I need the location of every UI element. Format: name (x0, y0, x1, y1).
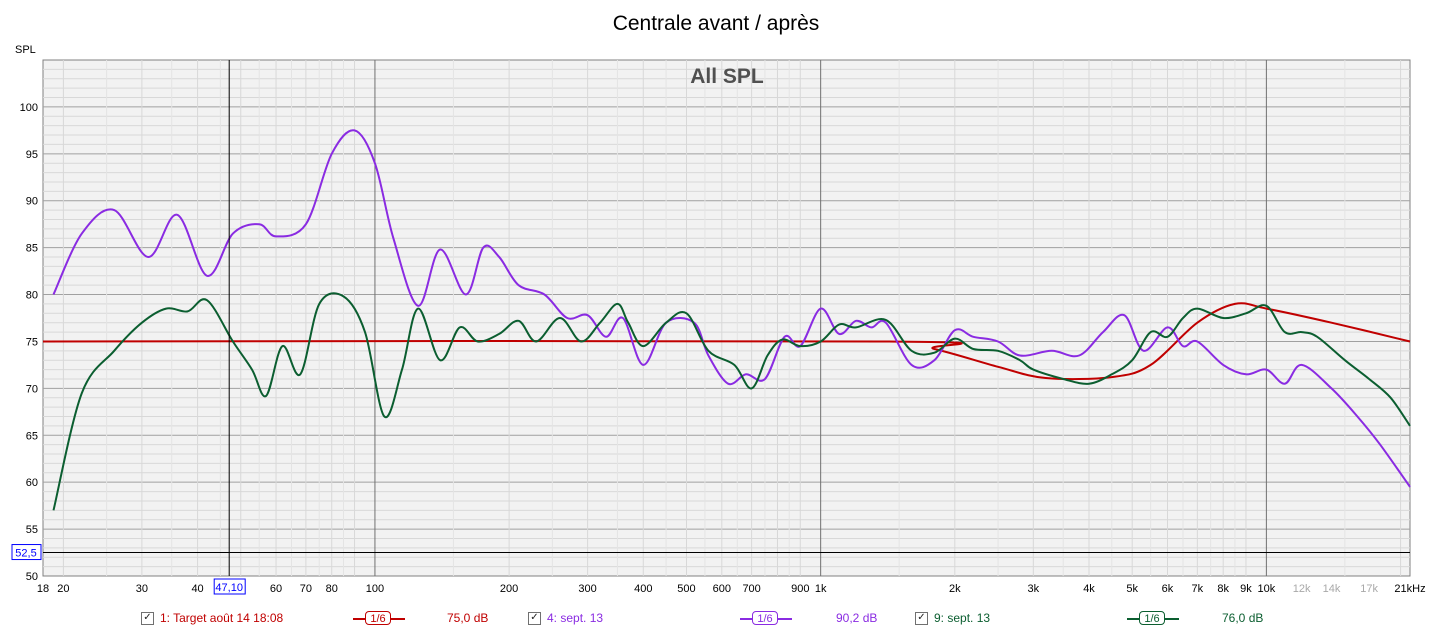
cursor-crosshair[interactable]: 47,10 52,5 (11, 60, 1410, 595)
y-tick-label: 70 (26, 383, 38, 395)
legend-level-1: 75,0 dB (447, 611, 489, 625)
x-tick-label: 700 (742, 583, 760, 595)
legend: ✓ 1: Target août 14 18:08 1/6 75,0 dB ✓ … (0, 608, 1433, 628)
x-tick-label: 9k (1240, 583, 1252, 595)
x-tick-label: 900 (791, 583, 809, 595)
series-line-2 (52, 129, 1411, 488)
smoothing-indicator-2[interactable]: 1/6 (740, 610, 792, 626)
chart-subtitle: All SPL (690, 65, 764, 88)
x-tick-label: 80 (326, 583, 338, 595)
x-tick-label: 400 (634, 583, 652, 595)
x-tick-label: 300 (578, 583, 596, 595)
x-tick-label: 5k (1126, 583, 1138, 595)
x-tick-label: 200 (500, 583, 518, 595)
y-tick-label: 100 (20, 102, 38, 114)
x-tick-label: 6k (1162, 583, 1174, 595)
cursor-y-readout-box (11, 544, 42, 561)
x-tick-label: 7k (1192, 583, 1204, 595)
smoothing-indicator-3[interactable]: 1/6 (1127, 610, 1179, 626)
cursor-x-readout-box (213, 578, 246, 595)
series-line-1 (42, 302, 1411, 381)
x-tick-label: 60 (270, 583, 282, 595)
y-axis-label: SPL (15, 44, 36, 56)
y-tick-label: 80 (26, 290, 38, 302)
y-tick-label: 95 (26, 149, 38, 161)
x-tick-label: 10k (1258, 583, 1276, 595)
legend-checkbox-3[interactable]: ✓ (915, 611, 928, 625)
legend-item-1[interactable]: ✓ 1: Target août 14 18:08 (141, 608, 283, 628)
series-layer (42, 129, 1411, 511)
x-tick-label: 17k (1360, 583, 1378, 595)
legend-level-3: 76,0 dB (1222, 611, 1264, 625)
y-tick-label: 75 (26, 336, 38, 348)
legend-item-3[interactable]: ✓ 9: sept. 13 (915, 608, 990, 628)
x-tick-label: 4k (1083, 583, 1095, 595)
legend-label-3: 9: sept. 13 (934, 611, 991, 625)
legend-item-2[interactable]: ✓ 4: sept. 13 (528, 608, 603, 628)
y-tick-labels: 50 55 60 65 70 75 80 85 90 95 100 (20, 102, 38, 583)
legend-checkbox-1[interactable]: ✓ (141, 611, 154, 625)
x-tick-labels: 18 20 30 40 60 70 80 100 200 300 400 500 600 700 900 1k… (37, 583, 1426, 595)
x-tick-label: 12k (1293, 583, 1311, 595)
x-tick-label: 21kHz (1394, 583, 1425, 595)
x-tick-label: 18 (37, 583, 49, 595)
x-tick-label: 70 (300, 583, 312, 595)
x-tick-label: 1k (815, 583, 827, 595)
x-tick-label: 8k (1217, 583, 1229, 595)
smoothing-value-3[interactable]: 1/6 (1139, 611, 1165, 625)
smoothing-indicator-1[interactable]: 1/6 (353, 610, 405, 626)
x-tick-label: 500 (677, 583, 695, 595)
legend-label-1: 1: Target août 14 18:08 (160, 611, 284, 625)
legend-level-2: 90,2 dB (836, 611, 878, 625)
smoothing-value-2[interactable]: 1/6 (752, 611, 778, 625)
legend-label-2: 4: sept. 13 (547, 611, 604, 625)
y-tick-label: 55 (26, 524, 38, 536)
x-tick-label: 14k (1323, 583, 1341, 595)
y-tick-label: 85 (26, 243, 38, 255)
x-tick-label: 3k (1028, 583, 1040, 595)
y-tick-label: 90 (26, 196, 38, 208)
legend-checkbox-2[interactable]: ✓ (528, 611, 541, 625)
x-tick-label: 2k (949, 583, 961, 595)
x-tick-label: 600 (713, 583, 731, 595)
x-tick-label: 100 (366, 583, 384, 595)
cursor-x-readout: 47,10 (215, 582, 243, 594)
cursor-y-readout: 52,5 (15, 548, 36, 560)
grid (43, 60, 1410, 576)
y-tick-label: 65 (26, 430, 38, 442)
x-tick-label: 20 (57, 583, 69, 595)
series-line-3 (52, 292, 1411, 511)
chart-title: Centrale avant / après (613, 12, 820, 35)
x-tick-label: 30 (136, 583, 148, 595)
y-tick-label: 60 (26, 477, 38, 489)
x-tick-label: 40 (191, 583, 203, 595)
y-tick-label: 50 (26, 571, 38, 583)
smoothing-value-1[interactable]: 1/6 (365, 611, 391, 625)
